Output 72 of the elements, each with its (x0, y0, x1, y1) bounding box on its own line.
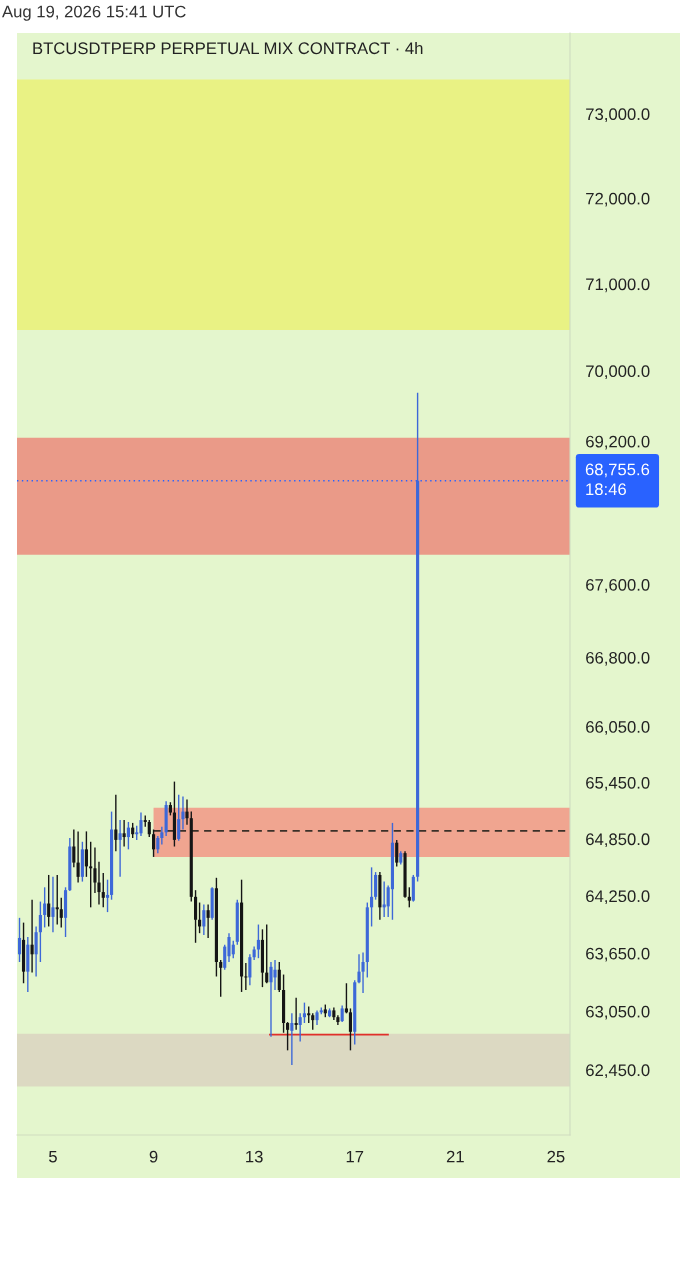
candlestick (34, 925, 38, 978)
candlestick (302, 1001, 307, 1024)
candlestick (344, 982, 349, 1014)
candlestick (177, 794, 181, 842)
x-tick-label: 25 (547, 1150, 565, 1163)
candlestick (84, 830, 88, 878)
candlestick (76, 830, 80, 884)
y-tick-label: 73,000.0 (586, 108, 650, 123)
candlestick (219, 959, 223, 998)
candlestick (382, 880, 386, 918)
candlestick (126, 821, 130, 851)
candlestick (139, 811, 143, 837)
candlestick (122, 819, 126, 848)
x-tick-label: 9 (149, 1150, 158, 1163)
candlestick (118, 819, 122, 878)
candlestick (273, 959, 277, 991)
x-tick-label: 17 (346, 1150, 364, 1163)
y-tick-label: 70,000.0 (586, 365, 650, 380)
candlestick (256, 923, 260, 959)
candlestick (185, 798, 189, 826)
candlestick (193, 889, 198, 944)
candlestick (411, 874, 415, 903)
ref-line-label: 68,755.6 18:46 (585, 463, 650, 496)
candlestick (370, 866, 374, 928)
y-tick-label: 64,250.0 (586, 890, 650, 905)
candlestick (206, 903, 210, 939)
candlestick (30, 898, 34, 974)
candlestick (348, 1007, 353, 1052)
candlestick (17, 917, 22, 963)
candlestick (286, 1021, 290, 1052)
candlestick (361, 951, 365, 994)
candlestick (265, 923, 269, 984)
candlestick (38, 900, 42, 963)
text: Aug 19, 2026 15:41 UTC (2, 5, 186, 21)
candlestick (202, 903, 206, 936)
candlestick (47, 874, 51, 928)
candlestick (105, 878, 110, 913)
y-tick-label: 66,800.0 (586, 651, 650, 666)
candlestick (294, 997, 298, 1031)
y-tick-label: 67,600.0 (586, 578, 650, 593)
chart-title: BTCUSDTPERP PERPETUAL MIX CONTRACT · 4h (33, 41, 423, 55)
y-tick-label: 71,000.0 (586, 278, 650, 293)
candlestick (269, 961, 273, 1038)
y-tick-label: 65,450.0 (586, 776, 650, 791)
x-tick-label: 21 (446, 1150, 464, 1163)
y-tick-label: 66,050.0 (586, 721, 650, 735)
candlestick (43, 886, 47, 929)
candlestick (374, 871, 378, 901)
candlestick (59, 897, 63, 929)
candlestick (151, 828, 156, 858)
x-tick-label: 5 (48, 1150, 57, 1163)
candlestick (114, 794, 118, 852)
candlestick (298, 1012, 302, 1043)
candlestick (72, 828, 76, 869)
y-tick-label: 69,200.0 (586, 435, 650, 450)
candlestick (407, 886, 411, 909)
candlestick (89, 841, 93, 909)
candlestick (277, 961, 281, 993)
candlestick (248, 953, 252, 986)
candlestick (51, 876, 55, 933)
candlestick (101, 872, 105, 909)
y-tick-label: 72,000.0 (586, 192, 650, 207)
candlestick (55, 874, 59, 926)
y-tick-label: 63,650.0 (586, 947, 650, 962)
candlestick (290, 1012, 294, 1066)
x-tick-label: 13 (246, 1150, 263, 1163)
candlestick (181, 795, 185, 831)
y-tick-label: 62,450.0 (586, 1064, 650, 1079)
candlestick (244, 962, 248, 991)
y-tick-label: 64,850.0 (586, 833, 650, 848)
y-tick-label: 63,050.0 (586, 1005, 650, 1020)
candlestick (395, 839, 399, 868)
